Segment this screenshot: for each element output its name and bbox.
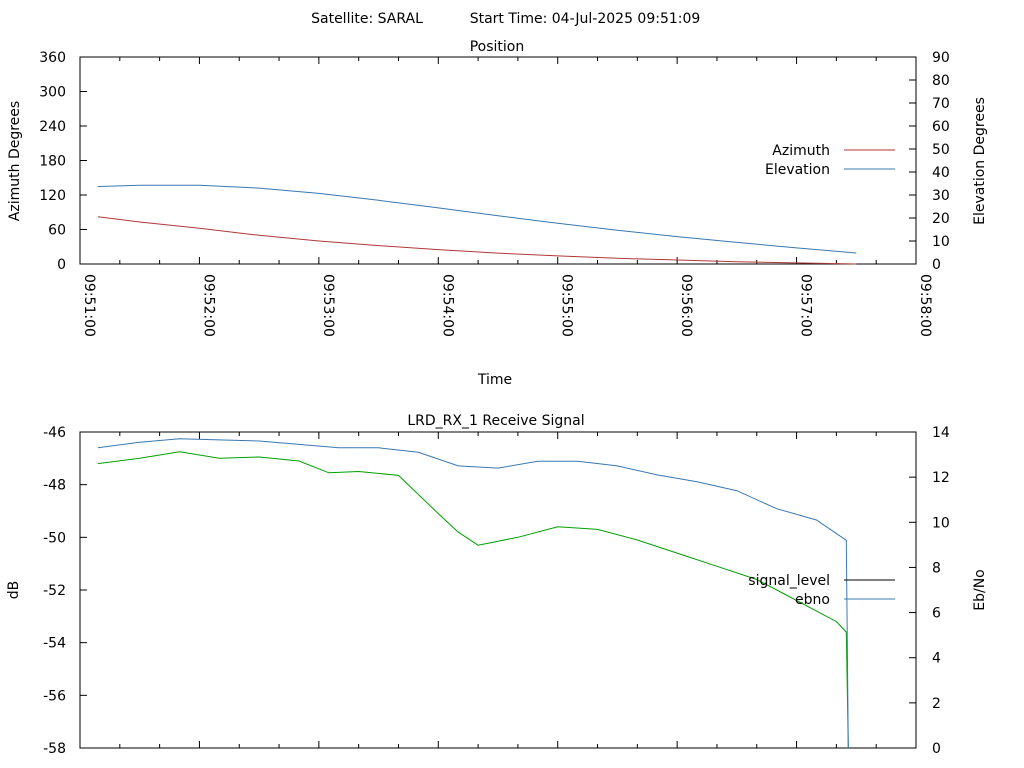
right-tick-label: 2 [932,696,941,712]
right-tick-label: 30 [932,188,950,204]
right-tick-label: 12 [932,470,950,486]
receive-plot-frame [79,431,917,749]
series-line-ebno [97,438,849,749]
left-tick-label: 240 [39,119,66,135]
left-tick-label: 120 [39,188,66,204]
receive-right-axis-label: Eb/No [972,569,988,611]
right-tick-label: 50 [932,142,950,158]
right-tick-label: 8 [932,560,941,576]
x-tick-label: 09:58:00 [917,274,933,337]
right-tick-label: 0 [932,741,941,757]
legend-label: Azimuth [772,143,830,159]
right-tick-label: 14 [932,425,950,441]
left-tick-label: 0 [57,257,66,273]
position-x-axis-label: Time [477,372,512,388]
left-tick-label: -54 [43,636,66,652]
left-tick-label: 180 [39,154,66,170]
right-tick-label: 10 [932,515,950,531]
left-tick-label: -46 [43,425,66,441]
left-tick-label: -52 [43,583,66,599]
right-tick-label: 0 [932,257,941,273]
legend-label: Elevation [765,162,830,178]
left-tick-label: -48 [43,478,66,494]
left-tick-label: -56 [43,688,66,704]
left-tick-label: 300 [39,85,66,101]
right-tick-label: 20 [932,211,950,227]
left-tick-label: 60 [48,223,66,239]
position-chart-title: Position [470,39,525,55]
x-tick-label: 09:57:00 [798,274,814,337]
receive-signal-chart: LRD_RX_1 Receive Signal -58 -56 -54 -52 -50 -… [6,413,988,757]
right-tick-label: 80 [932,73,950,89]
right-tick-label: 90 [932,50,950,66]
start-time-label: Start Time: 04-Jul-2025 09:51:09 [470,11,701,27]
x-tick-label: 09:55:00 [559,274,575,337]
x-tick-label: 09:54:00 [439,274,455,337]
left-tick-label: -50 [43,530,66,546]
receive-signal-chart-title: LRD_RX_1 Receive Signal [407,413,584,429]
x-tick-label: 09:56:00 [678,274,694,337]
left-tick-label: -58 [43,741,66,757]
position-chart: Position 0 60 120 180 240 300 360 0 10 20 30 40 50 60… [7,39,988,388]
legend-label: signal_level [748,573,830,589]
series-line-unnamed-1 [97,451,849,749]
receive-left-axis-label: dB [6,581,22,600]
x-tick-label: 09:52:00 [200,274,216,337]
right-tick-label: 10 [932,234,950,250]
legend-label: ebno [795,592,830,608]
satellite-label: Satellite: SARAL [311,11,423,27]
right-tick-label: 70 [932,96,950,112]
series-line-Azimuth [97,216,857,265]
x-tick-label: 09:53:00 [320,274,336,337]
x-tick-label: 09:51:00 [81,274,97,337]
position-plot-frame [79,56,917,265]
right-tick-label: 60 [932,119,950,135]
series-line-Elevation [97,184,857,254]
right-tick-label: 40 [932,165,950,181]
right-tick-label: 6 [932,606,941,622]
right-tick-label: 4 [932,651,941,667]
position-left-axis-label: Azimuth Degrees [7,101,23,221]
position-right-axis-label: Elevation Degrees [972,97,988,225]
left-tick-label: 360 [39,50,66,66]
